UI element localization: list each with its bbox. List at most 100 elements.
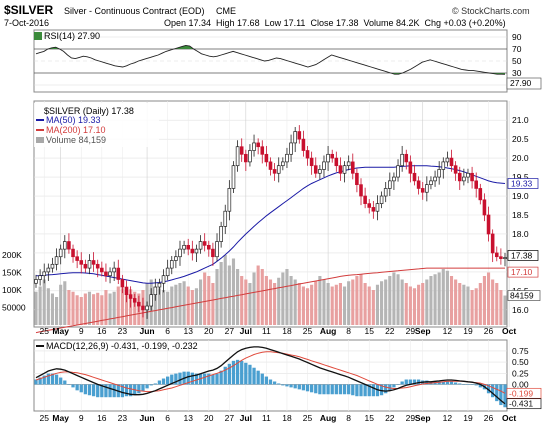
macd-histogram-bar	[207, 373, 211, 385]
macd-histogram-bar	[449, 381, 454, 385]
candle-body	[83, 263, 88, 269]
macd-histogram-bar	[223, 366, 227, 385]
volume-bar	[46, 288, 50, 325]
volume-bar	[170, 286, 174, 325]
macd-histogram-bar	[425, 380, 429, 385]
candle-body	[186, 244, 191, 250]
volume-bar	[375, 284, 380, 325]
candle-body	[305, 150, 310, 159]
macd-histogram-bar	[318, 384, 322, 395]
macd-histogram-bar	[100, 384, 104, 398]
price-tick-label: 16.0	[512, 305, 529, 315]
volume-bar	[314, 281, 318, 325]
volume-bar	[310, 284, 314, 325]
x-axis-label: 13	[183, 326, 193, 336]
volume-bar	[256, 265, 260, 325]
macd-histogram-bar	[289, 384, 293, 388]
volume-bar	[231, 258, 236, 325]
volume-bar	[425, 279, 429, 325]
macd-histogram-bar	[227, 363, 232, 385]
candle-body	[128, 294, 133, 299]
x-axis-label: 8	[346, 413, 351, 423]
candle-body	[330, 153, 335, 159]
volume-bar	[277, 277, 281, 325]
volume-bar	[71, 291, 75, 325]
x-axis-label: 26	[484, 413, 494, 423]
volume-bar	[491, 279, 495, 325]
volume-bar	[194, 288, 199, 325]
macd-histogram-bar	[367, 384, 371, 397]
candle-body	[194, 248, 199, 254]
macd-histogram-bar	[272, 381, 277, 385]
volume-bar	[59, 284, 63, 325]
x-axis-label: 27	[225, 413, 235, 423]
volume-bar	[281, 272, 285, 325]
x-axis-label: May	[52, 326, 69, 336]
volume-bar	[186, 286, 190, 325]
macd-histogram-bar	[326, 384, 330, 395]
candle-body	[157, 282, 162, 288]
candle-body	[276, 165, 281, 174]
x-axis-label: 16	[97, 326, 107, 336]
x-axis-label: Oct	[502, 413, 516, 423]
x-axis-label: 13	[183, 413, 193, 423]
x-axis-label: Sep	[415, 413, 431, 423]
price-marker-label: 19.33	[511, 179, 533, 189]
macd-histogram-bar	[252, 367, 256, 385]
macd-histogram-bar	[190, 372, 194, 385]
candle-body	[396, 165, 400, 178]
volume-bar	[190, 290, 194, 325]
candle-body	[400, 153, 404, 167]
volume-bar	[289, 276, 293, 325]
volume-bar	[330, 286, 334, 325]
macd-histogram-bar	[309, 384, 314, 393]
candle-body	[478, 188, 483, 201]
chart-symbol: $SILVER	[4, 3, 53, 17]
macd-histogram-bar	[170, 374, 174, 385]
candle-body	[215, 241, 219, 258]
candle-body	[145, 305, 149, 311]
x-axis-label: Jul	[240, 326, 252, 336]
candle-body	[346, 161, 351, 167]
candle-body	[375, 203, 380, 212]
candle-body	[202, 241, 207, 246]
stockcharts-watermark: © StockCharts.com	[452, 6, 530, 16]
macd-histogram-bar	[470, 384, 474, 385]
volume-bar	[342, 286, 347, 325]
x-axis-label: May	[52, 413, 69, 423]
candle-body	[268, 161, 273, 170]
volume-bar	[338, 283, 343, 325]
candle-body	[239, 146, 244, 155]
x-axis-label: 23	[118, 326, 128, 336]
macd-histogram-bar	[203, 373, 207, 385]
macd-tick-label: 0.25	[512, 368, 529, 378]
rsi-panel: 1030507090 RSI(14) 27.90 27.90	[33, 29, 542, 93]
macd-histogram-bar	[211, 374, 215, 385]
volume-bar	[203, 272, 207, 325]
macd-signal-line	[35, 351, 506, 394]
candle-body	[437, 169, 441, 178]
volume-bar	[454, 279, 458, 325]
volume-bar	[120, 288, 124, 325]
candle-body	[67, 241, 71, 250]
rsi-tick-label: 90	[512, 32, 522, 42]
candle-body	[388, 180, 392, 189]
candle-body	[359, 184, 363, 197]
volume-bar	[371, 290, 375, 325]
x-axis-label: 9	[79, 413, 84, 423]
price-tick-label: 18.5	[512, 210, 529, 220]
candle-body	[198, 241, 203, 250]
macd-histogram-bar	[34, 379, 38, 385]
candle-body	[272, 169, 277, 174]
candle-body	[79, 260, 84, 265]
candle-body	[165, 267, 170, 277]
macd-histogram-bar	[161, 378, 166, 385]
candle-body	[408, 161, 413, 174]
candle-body	[174, 256, 178, 261]
volume-bar	[367, 286, 371, 325]
macd-histogram-bar	[54, 374, 59, 385]
macd-histogram-bar	[71, 384, 75, 388]
macd-histogram-bar	[120, 384, 125, 398]
candle-body	[322, 161, 326, 170]
